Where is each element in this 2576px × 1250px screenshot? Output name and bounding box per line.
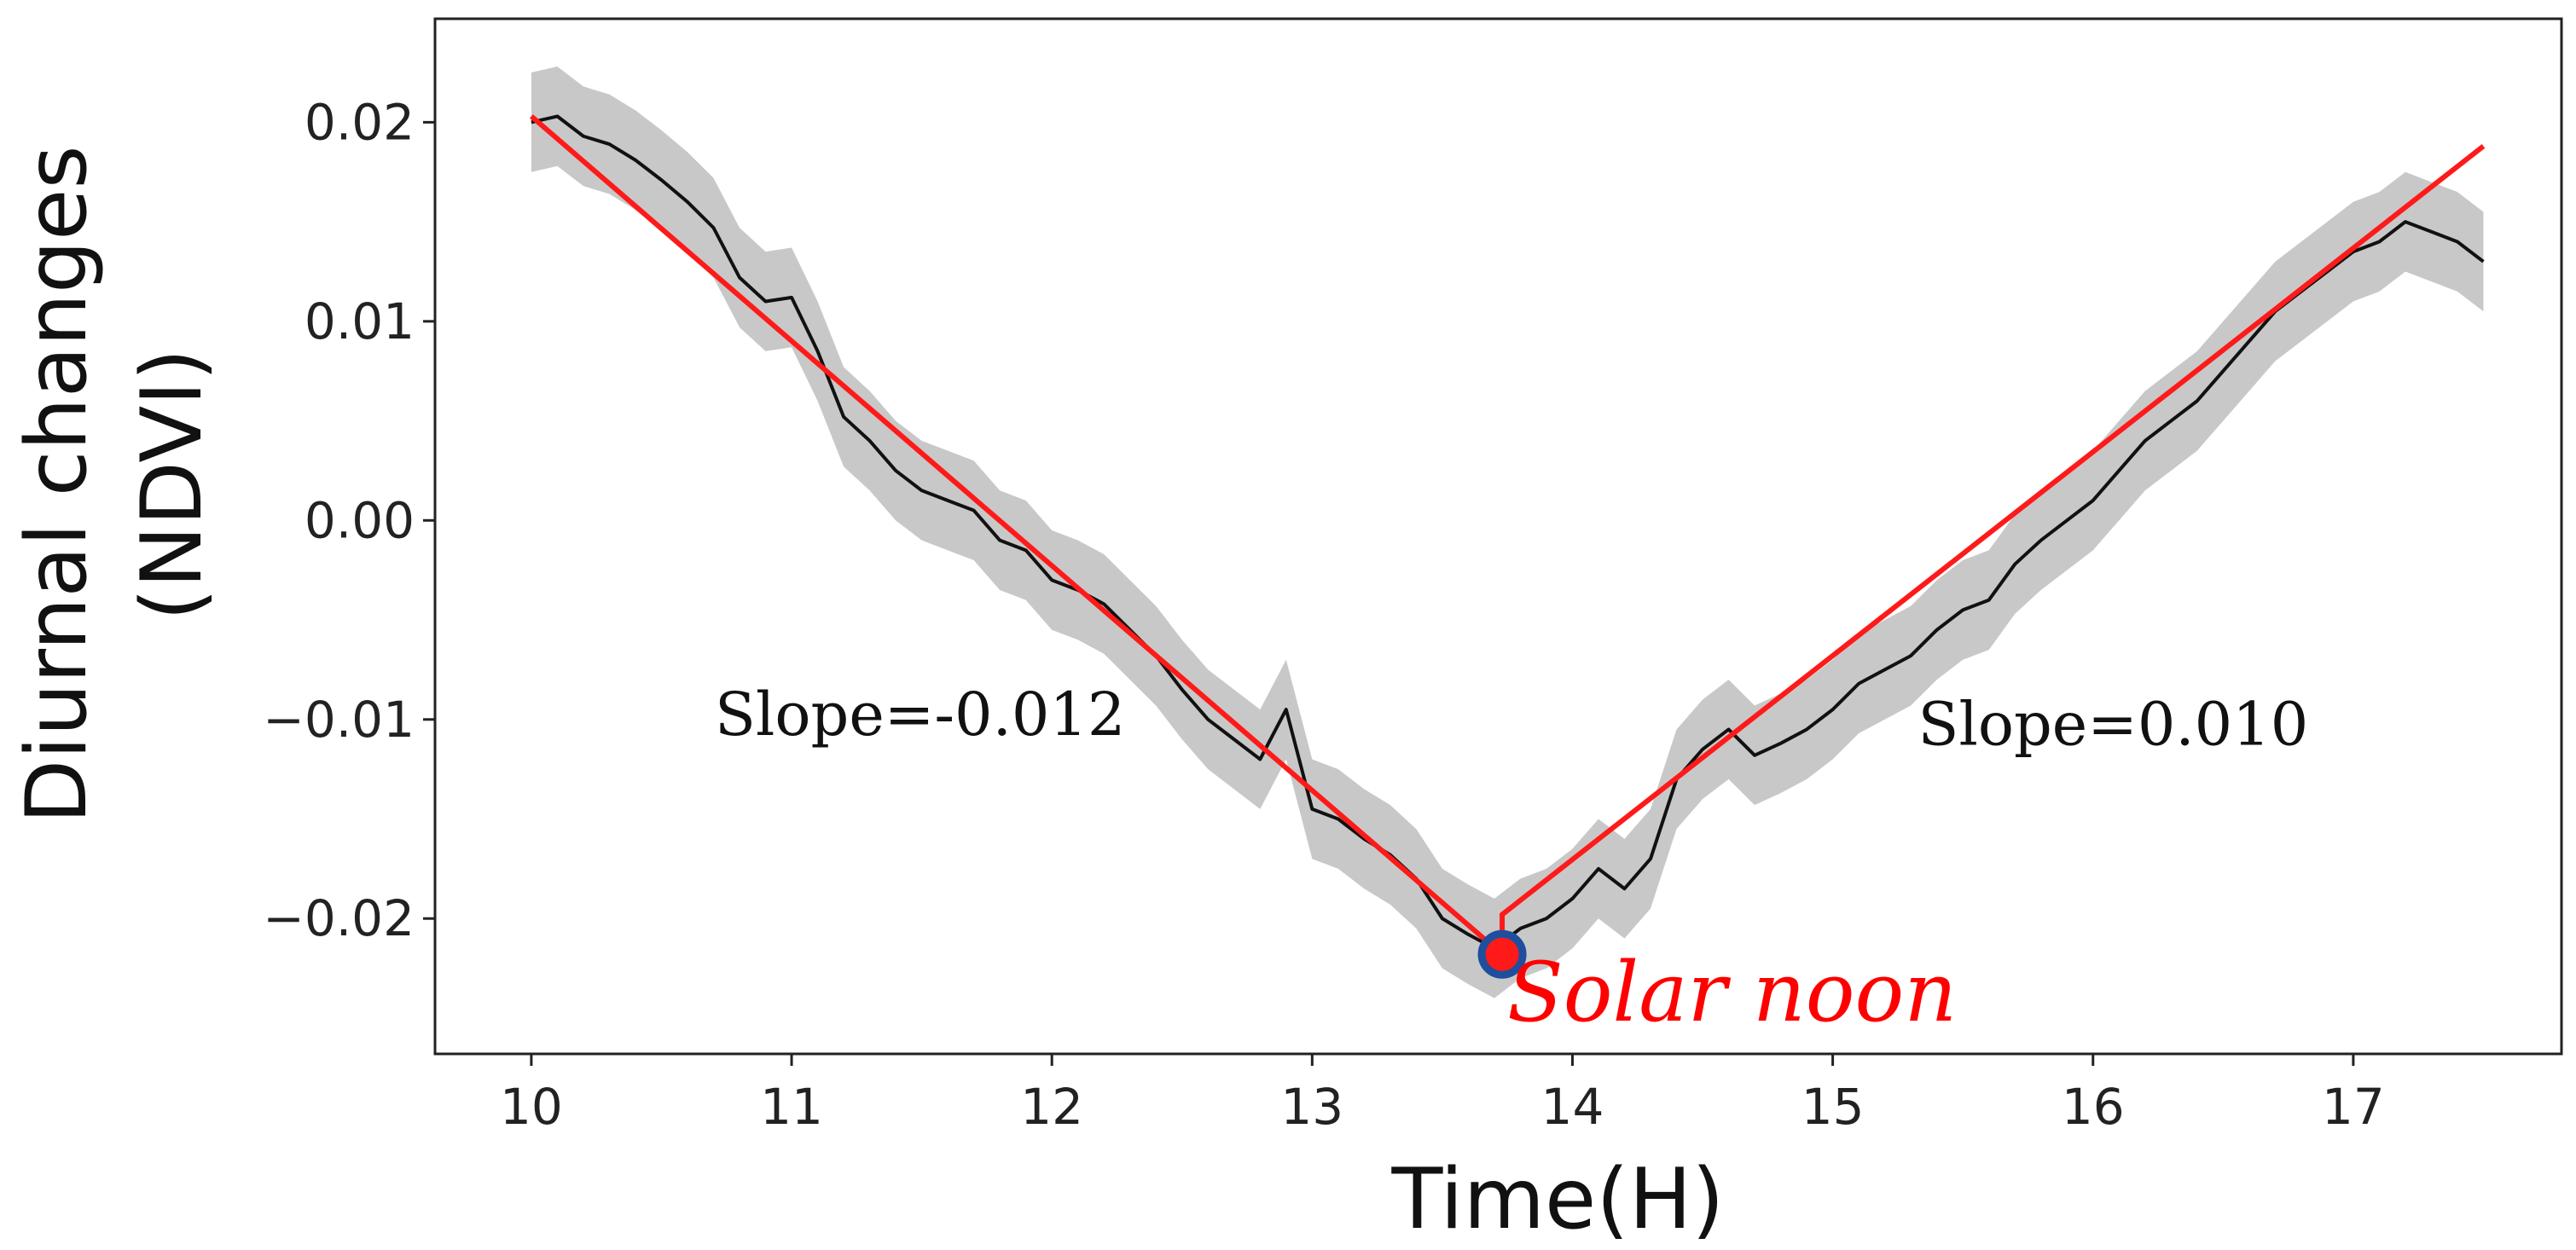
x-tick-label: 16 xyxy=(2062,1078,2125,1136)
x-tick-label: 10 xyxy=(500,1078,563,1136)
solar-noon-label: Solar noon xyxy=(1507,945,1957,1040)
x-tick-label: 15 xyxy=(1801,1078,1865,1136)
x-axis-title: Time(H) xyxy=(1391,1151,1725,1248)
mean-line-layer xyxy=(531,114,2485,951)
y-tick-label: 0.02 xyxy=(305,93,415,151)
axes-frame xyxy=(433,17,2563,1056)
fit-line-layer xyxy=(529,114,2486,957)
y-tick-label: 0.01 xyxy=(305,292,415,350)
slope-afternoon-label: Slope=0.010 xyxy=(1917,689,2308,759)
solar-noon-marker xyxy=(1477,929,1527,979)
marker-layer xyxy=(1477,929,1527,979)
x-tick-label: 17 xyxy=(2322,1078,2385,1136)
y-axis-ticks: 0.02 0.01 0.00 −0.01 −0.02 xyxy=(263,93,435,947)
x-tick-label: 14 xyxy=(1541,1078,1604,1136)
confidence-band xyxy=(531,67,2484,998)
mean-ndvi-line xyxy=(531,114,2485,951)
x-axis-ticks: 10 11 12 13 14 15 16 17 xyxy=(500,1054,2385,1136)
y-axis-title-line-2: (NDVI) xyxy=(124,349,221,621)
y-tick-label: −0.01 xyxy=(263,691,415,749)
y-tick-label: 0.00 xyxy=(305,491,415,549)
fit-line-morning xyxy=(529,114,1505,957)
y-axis-title: Diurnal changes (NDVI) xyxy=(9,145,221,824)
annotations: Slope=-0.012 Slope=0.010 Solar noon xyxy=(715,680,2308,1040)
confidence-band-layer xyxy=(531,67,2484,998)
slope-morning-label: Slope=-0.012 xyxy=(715,680,1125,749)
y-axis-title-line-1: Diurnal changes xyxy=(9,145,106,824)
y-tick-label: −0.02 xyxy=(263,889,415,947)
x-tick-label: 12 xyxy=(1020,1078,1083,1136)
x-tick-label: 13 xyxy=(1280,1078,1343,1136)
x-tick-label: 11 xyxy=(760,1078,823,1136)
